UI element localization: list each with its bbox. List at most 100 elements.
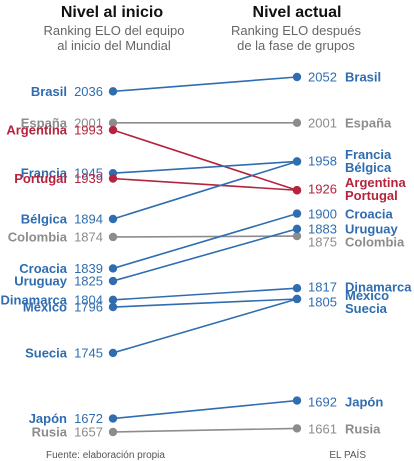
slope-line-argentina (112, 129, 298, 192)
right-country-suecia: Suecia (345, 301, 388, 316)
end-dot-espana (292, 118, 302, 128)
start-dot-argentina (108, 125, 118, 135)
slope-line-uruguay (112, 228, 298, 282)
left-column-subtitle-line1: Ranking ELO del equipo (44, 23, 185, 38)
left-country-francia: Francia (21, 166, 68, 181)
right-value-1958: 1958 (308, 154, 337, 169)
left-value-japon: 1672 (74, 411, 103, 426)
start-dot-rusia (108, 427, 118, 437)
start-dot-portugal (108, 174, 118, 183)
start-dot-croacia (108, 264, 118, 273)
start-dot-colombia (108, 232, 118, 242)
left-value-uruguay: 1825 (74, 274, 103, 289)
right-country-francia: Francia (345, 147, 392, 162)
start-dot-uruguay (108, 276, 118, 286)
slope-line-japon (112, 399, 298, 420)
slope-line-portugal (112, 177, 298, 192)
left-labels: 2036 Brasil 2001 España 1993 Argentina 1945 Fra… (1, 84, 103, 440)
end-dot-dinamarca (292, 284, 302, 293)
left-value-belgica: 1894 (74, 212, 103, 227)
right-country-rusia: Rusia (345, 422, 381, 437)
slope-line-colombia (112, 235, 298, 238)
start-dot-japon (108, 414, 118, 423)
left-value-espana: 2001 (74, 115, 103, 130)
left-country-dinamarca: Dinamarca (1, 292, 68, 307)
slope-line-francia (112, 160, 298, 174)
end-dot-croacia (292, 209, 302, 218)
right-value-1692: 1692 (308, 395, 337, 410)
right-value-1875: 1875 (308, 235, 337, 250)
right-value-1900: 1900 (308, 207, 337, 222)
left-value-croacia: 1839 (74, 261, 103, 276)
left-country-espana: España (21, 115, 68, 130)
end-dot-belgica (292, 157, 302, 166)
left-country-japon: Japón (29, 411, 67, 426)
publisher-credit: EL PAÍS (329, 448, 366, 461)
left-value-rusia: 1657 (74, 425, 103, 440)
right-country-portugal: Portugal (345, 188, 398, 203)
left-country-portugal: Portugal (14, 171, 67, 186)
right-value-2052: 2052 (308, 70, 337, 85)
left-value-colombia: 1874 (74, 229, 103, 244)
start-dot-mexico (108, 302, 118, 312)
right-country-croacia: Croacia (345, 207, 393, 222)
slope-line-dinamarca (112, 287, 298, 301)
left-column-heading: Nivel al inicio (61, 4, 163, 21)
right-value-1883: 1883 (308, 222, 337, 237)
start-dot-suecia (108, 348, 118, 358)
left-country-brasil: Brasil (31, 84, 67, 99)
right-country-dinamarca: Dinamarca (345, 280, 412, 295)
right-value-1817: 1817 (308, 280, 337, 295)
start-dot-brasil (108, 87, 118, 96)
source-note: Fuente: elaboración propia (46, 450, 165, 461)
end-dot-japon (292, 396, 302, 405)
left-value-francia: 1945 (74, 166, 103, 181)
right-country-mexico: México (345, 288, 389, 303)
end-dot-portugal (292, 186, 302, 195)
end-dot-brasil (292, 72, 302, 82)
end-dot-uruguay (292, 224, 302, 234)
left-country-suecia: Suecia (25, 345, 68, 360)
right-country-japon: Japón (345, 395, 383, 410)
start-dot-dinamarca (108, 295, 118, 305)
right-value-1805: 1805 (308, 295, 337, 310)
left-country-croacia: Croacia (19, 261, 67, 276)
slope-line-croacia (112, 212, 298, 270)
right-country-brasil: Brasil (345, 70, 381, 85)
left-country-colombia: Colombia (8, 229, 68, 244)
left-value-argentina: 1993 (74, 123, 103, 138)
right-country-uruguay: Uruguay (345, 222, 399, 237)
right-value-1926: 1926 (308, 182, 337, 197)
right-country-argentina: Argentina (345, 175, 406, 190)
slope-lines (112, 76, 298, 433)
left-value-brasil: 2036 (74, 84, 103, 99)
slope-line-suecia (112, 298, 298, 354)
left-value-mexico: 1796 (74, 300, 103, 315)
right-country-colombia: Colombia (345, 235, 405, 250)
left-value-portugal: 1939 (74, 171, 103, 186)
right-column-heading: Nivel actual (253, 4, 342, 21)
right-column-subtitle-line2: de la fase de grupos (237, 38, 355, 53)
left-country-belgica: Bélgica (21, 212, 68, 227)
slope-line-mexico (112, 298, 298, 308)
end-dot-suecia (292, 294, 302, 304)
left-country-mexico: México (23, 300, 67, 315)
slope-line-rusia (112, 427, 298, 433)
right-value-1661: 1661 (308, 422, 337, 437)
left-country-uruguay: Uruguay (14, 274, 68, 289)
left-column-subtitle-line2: al inicio del Mundial (57, 38, 171, 53)
slope-line-brasil (112, 76, 298, 93)
slope-dots (108, 72, 302, 437)
right-country-belgica: Bélgica (345, 160, 392, 175)
left-country-argentina: Argentina (6, 123, 67, 138)
right-value-2001: 2001 (308, 116, 337, 131)
left-country-rusia: Rusia (32, 425, 68, 440)
end-dot-rusia (292, 424, 302, 433)
right-country-espana: España (345, 116, 392, 131)
slope-line-belgica (112, 160, 298, 220)
end-dot-colombia (292, 231, 302, 241)
start-dot-belgica (108, 214, 118, 224)
left-value-suecia: 1745 (74, 345, 103, 360)
